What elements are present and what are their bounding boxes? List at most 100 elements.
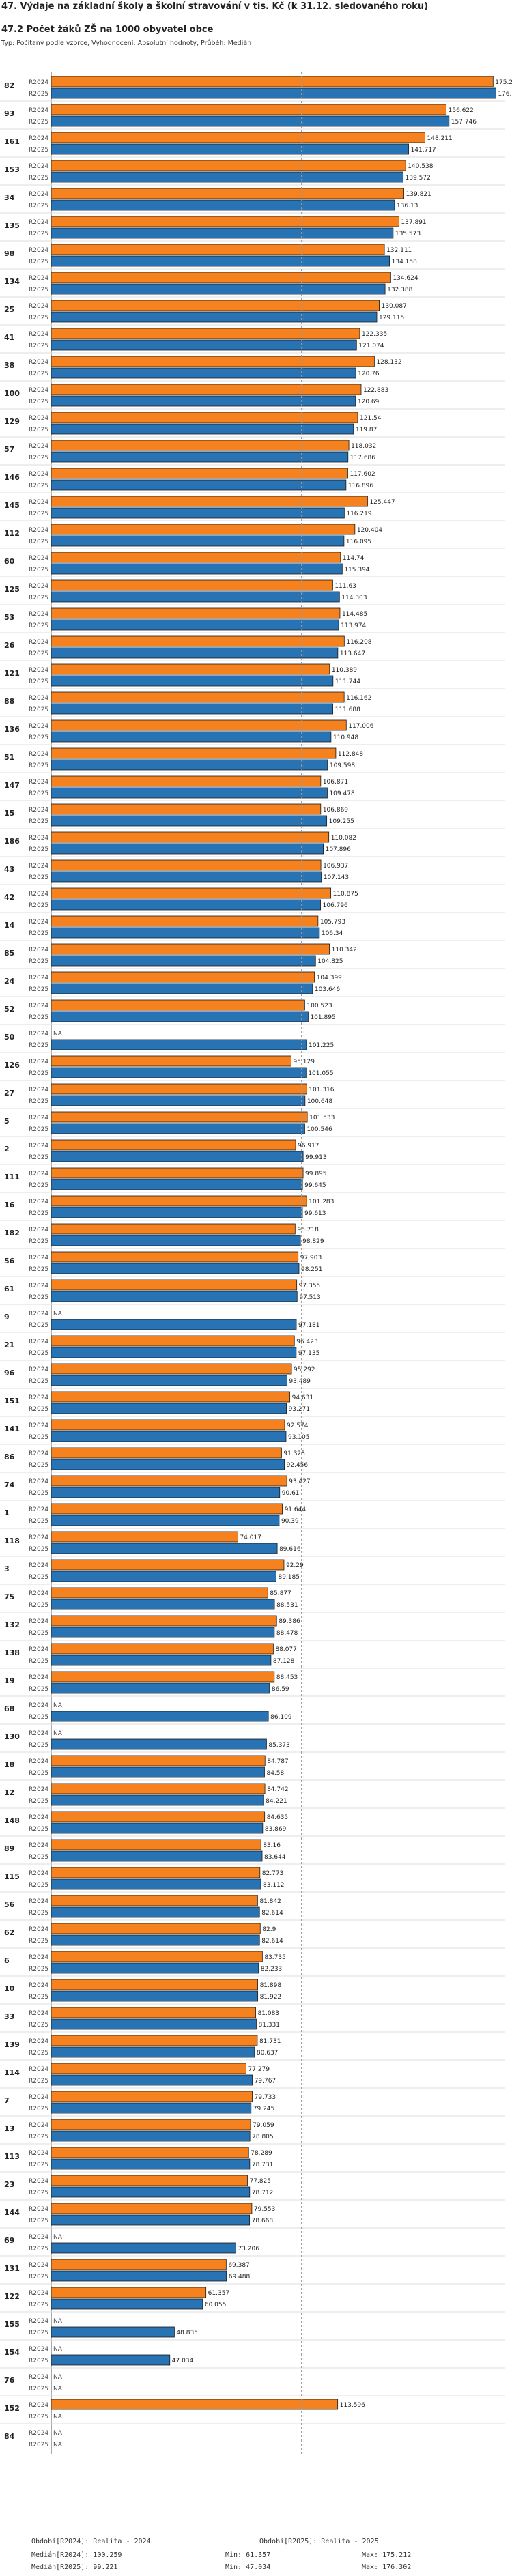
series-label: R2025: [29, 1546, 48, 1553]
value-label: 83.112: [263, 1882, 285, 1889]
group-label: 96: [4, 1369, 15, 1377]
value-label: 110.342: [332, 947, 357, 954]
bar-r2025: [51, 2214, 251, 2226]
series-label: R2025: [29, 1742, 48, 1749]
series-label: R2025: [29, 2218, 48, 2224]
group-label: 122: [4, 2292, 20, 2301]
series-label: R2025: [29, 2190, 48, 2196]
value-label: 69.387: [228, 2262, 250, 2269]
bar-r2024: [51, 1531, 238, 1543]
series-label: R2024: [29, 1646, 48, 1653]
series-label: R2025: [29, 1014, 48, 1021]
group-label: 186: [4, 837, 20, 846]
value-label: 107.896: [326, 846, 351, 853]
value-label: 82.233: [261, 1966, 283, 1973]
series-label: R2024: [29, 1087, 48, 1093]
bar-r2025: [51, 1711, 269, 1722]
series-label: R2024: [29, 891, 48, 898]
bar-r2024: [51, 2007, 256, 2018]
bar-r2024: [51, 412, 358, 423]
value-label: 120.76: [358, 371, 380, 377]
bar-r2025: [51, 1627, 275, 1638]
series-label: R2025: [29, 595, 48, 601]
series-label: R2025: [29, 175, 48, 182]
bar-r2024: [51, 719, 347, 731]
value-label: 93.271: [289, 1406, 311, 1413]
group-label: 60: [4, 557, 15, 566]
bar-r2025: [51, 451, 349, 463]
series-label: R2025: [29, 2022, 48, 2029]
value-label: 112.848: [338, 751, 363, 758]
bar-r2025: [51, 1990, 259, 2002]
value-label: 111.63: [335, 583, 356, 590]
series-label: R2024: [29, 695, 48, 702]
series-label: R2025: [29, 2442, 48, 2448]
bar-r2024: [51, 216, 399, 227]
series-label: R2024: [29, 387, 48, 394]
series-label: R2024: [29, 1674, 48, 1681]
value-label: 93.105: [288, 1434, 310, 1441]
group-label: 182: [4, 1229, 20, 1237]
value-label: 114.74: [343, 555, 365, 562]
series-label: R2024: [29, 359, 48, 366]
bar-r2024: [51, 160, 406, 171]
value-label: 79.059: [253, 2122, 274, 2129]
bar-r2024: [51, 524, 356, 535]
bar-r2024: [51, 552, 341, 563]
group-label: 154: [4, 2348, 20, 2357]
series-label: R2025: [29, 511, 48, 517]
series-label: R2024: [29, 919, 48, 926]
group-label: 144: [4, 2208, 20, 2217]
bar-r2025: [51, 227, 394, 239]
series-label: R2024: [29, 2206, 48, 2213]
group-label: 33: [4, 2012, 14, 2021]
group-label: 14: [4, 921, 15, 930]
group-label: 100: [4, 389, 20, 398]
value-label: 85.373: [268, 1742, 290, 1749]
series-label: R2024: [29, 2150, 48, 2157]
bar-r2024: [51, 1055, 291, 1067]
series-label: R2024: [29, 751, 48, 758]
series-label: R2025: [29, 287, 48, 294]
value-label: 79.553: [254, 2206, 276, 2213]
value-label: 116.095: [346, 539, 371, 545]
series-label: R2025: [29, 1462, 48, 1469]
group-label: 7: [4, 2096, 10, 2105]
bar-r2024: [51, 775, 322, 787]
series-label: R2025: [29, 1658, 48, 1665]
series-label: R2024: [29, 1758, 48, 1765]
bar-r2025: [51, 787, 328, 799]
value-label: 91.328: [283, 1450, 305, 1457]
bar-r2025: [51, 2326, 175, 2338]
bar-r2024: [51, 1867, 261, 1878]
series-label: R2025: [29, 1406, 48, 1413]
bar-r2025: [51, 423, 354, 435]
series-label: R2024: [29, 1814, 48, 1821]
group-label: 19: [4, 1676, 14, 1685]
group-label: 74: [4, 1480, 15, 1489]
bar-r2024: [51, 971, 315, 983]
value-label: 141.717: [411, 147, 436, 154]
value-label: 116.896: [348, 483, 373, 489]
bar-r2025: [51, 283, 386, 295]
bar-r2025: [51, 731, 332, 743]
series-label: R2025: [29, 1966, 48, 1973]
series-label: R2025: [29, 1854, 48, 1861]
series-label: R2024: [29, 807, 48, 814]
series-label: R2025: [29, 706, 48, 713]
series-label: R2024: [29, 2290, 48, 2297]
series-label: R2025: [29, 1518, 48, 1525]
series-label: R2024: [29, 163, 48, 170]
bar-r2025: [51, 395, 356, 407]
series-label: R2025: [29, 2302, 48, 2308]
bar-r2025: [51, 2046, 255, 2058]
group-label: 68: [4, 1704, 14, 1713]
series-label: R2024: [29, 1059, 48, 1065]
bar-r2025: [51, 871, 322, 883]
bar-r2024: [51, 691, 345, 703]
value-label: 78.712: [252, 2190, 274, 2196]
value-label: 92.574: [287, 1422, 309, 1429]
series-label: R2025: [29, 2246, 48, 2252]
value-label: 113.974: [341, 622, 366, 629]
group-label: 88: [4, 697, 14, 706]
